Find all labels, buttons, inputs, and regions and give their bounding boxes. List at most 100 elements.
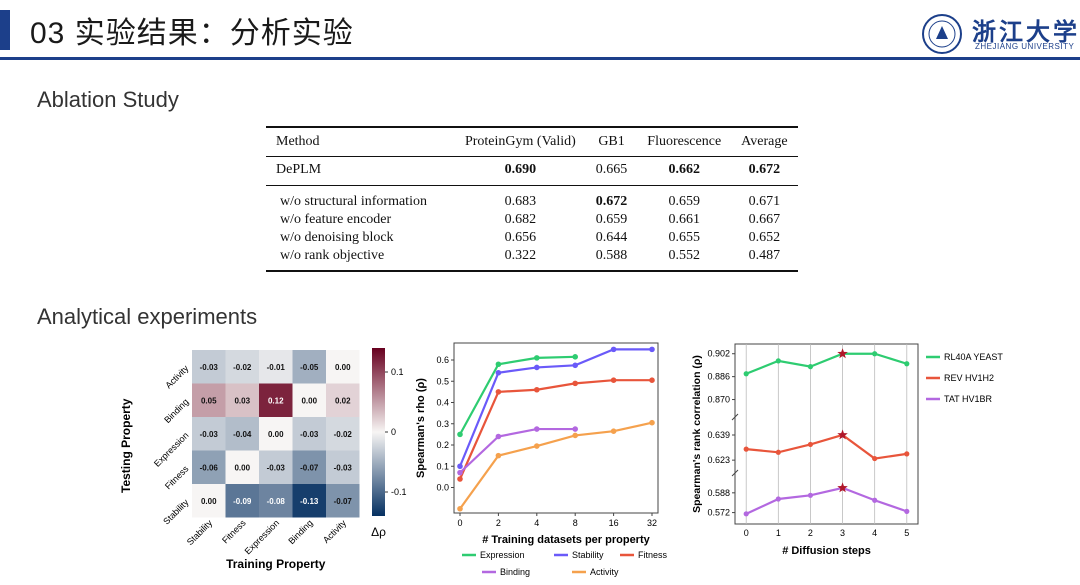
x-tick-label: 1 [776, 528, 781, 538]
legend-label: Binding [500, 567, 530, 577]
series-point [610, 428, 617, 434]
x-tick-label: Binding [286, 518, 314, 546]
heatmap-cell-label: 0.00 [301, 396, 317, 405]
heatmap-cell-label: -0.03 [334, 463, 353, 472]
value-cell: 0.662 [637, 156, 732, 186]
y-tick-label: 0.3 [436, 419, 449, 429]
colorbar-tick-label: -0.1 [391, 487, 407, 497]
heatmap-cell-label: -0.03 [300, 430, 319, 439]
heatmap-cell [225, 484, 259, 518]
method-cell: w/o denoising block [280, 230, 394, 245]
best-star-icon [837, 482, 848, 493]
heatmap-cell [259, 450, 293, 484]
series-point [572, 426, 578, 432]
value-cell: 0.690 [436, 156, 586, 186]
heatmap-cell-label: 0.03 [234, 396, 250, 405]
heatmap-cell [192, 484, 226, 518]
value-cell: 0.667 [748, 212, 781, 227]
y-axis-title: Spearman's rank correlation (ρ) [691, 355, 703, 513]
series-point [457, 463, 463, 470]
x-axis-title: Training Property [226, 557, 326, 571]
heatmap-cell-label: -0.02 [334, 430, 353, 439]
series-point [457, 505, 463, 512]
heatmap-cell-label: -0.05 [300, 363, 319, 372]
colorbar-label: Δρ [371, 525, 386, 539]
heatmap-cell [192, 383, 226, 417]
series-point [534, 355, 540, 361]
heatmap-cell-label: -0.06 [200, 463, 219, 472]
x-axis-title: # Diffusion steps [782, 545, 871, 557]
series-point [872, 497, 878, 503]
series-point [743, 446, 749, 452]
series-point [775, 449, 781, 455]
heatmap-cell-label: -0.09 [233, 497, 252, 506]
x-tick-label: 2 [808, 528, 813, 538]
colorbar-tick-label: 0 [391, 427, 396, 437]
table-row: w/o denoising block 0.656 0.644 0.655 0.… [266, 229, 798, 247]
series-point [743, 511, 749, 517]
series-point [534, 386, 540, 393]
x-tick-label: 8 [573, 518, 578, 528]
value-cell: 0.655 [668, 230, 700, 245]
series-point [572, 354, 578, 360]
value-cell: 0.552 [637, 247, 732, 272]
series-point [457, 476, 463, 482]
x-tick-label: 0 [457, 518, 462, 528]
column-header: Method [266, 126, 437, 157]
column-header: ProteinGym (Valid) [436, 126, 586, 157]
heatmap-cell-label: -0.13 [300, 497, 319, 506]
series-point [534, 364, 540, 371]
header-divider [0, 57, 1080, 60]
y-tick-label: Activity [163, 363, 191, 391]
series-point [904, 508, 910, 514]
heatmap-cell-label: 0.05 [201, 396, 217, 405]
colorbar-tick-label: 0.1 [391, 367, 404, 377]
value-cell: 0.644 [595, 230, 628, 245]
x-tick-label: Fitness [220, 517, 248, 545]
series-point [649, 419, 655, 426]
slide-title: 03 实验结果：分析实验 [30, 17, 354, 50]
method-cell: w/o feature encoder [280, 212, 392, 227]
heatmap-cell [259, 350, 293, 384]
plot-frame [734, 343, 919, 525]
x-tick-label: 2 [496, 518, 501, 528]
x-tick-label: 5 [904, 528, 909, 538]
y-tick-label: 0.1 [436, 461, 449, 471]
series-line [459, 421, 653, 510]
heatmap-cell [192, 350, 226, 384]
series-point [495, 452, 502, 459]
value-cell: 0.683 [504, 194, 537, 209]
legend-label: Activity [590, 567, 619, 577]
column-header: Average [731, 126, 798, 157]
heatmap-cell [225, 350, 259, 384]
heatmap-cell-label: -0.03 [200, 430, 219, 439]
legend-label: Stability [572, 550, 604, 560]
y-tick-label: 0.588 [707, 488, 730, 498]
series-point [495, 389, 502, 395]
series-point [534, 443, 540, 449]
heatmap-cell [225, 383, 259, 417]
column-header: Fluorescence [637, 126, 732, 157]
heatmap-cell-label: 0.12 [268, 396, 284, 405]
seal-icon [922, 14, 962, 54]
legend-label: TAT HV1BR [944, 394, 993, 404]
column-header: GB1 [585, 126, 638, 157]
heatmap-cell-label: -0.03 [200, 363, 219, 372]
heatmap-cell [292, 417, 326, 451]
heatmap-chart: -0.03 -0.02 -0.01 -0.05 0.00 0.05 0.03 0.12 0.00… [119, 348, 407, 571]
value-cell: 0.322 [436, 247, 586, 272]
value-cell: 0.672 [595, 194, 628, 209]
x-tick-label: 16 [609, 518, 619, 528]
legend-label: Fitness [638, 550, 668, 560]
y-tick-label: 0.870 [707, 395, 730, 405]
y-tick-label: 0.6 [436, 355, 449, 365]
series-line [459, 427, 576, 474]
heatmap-cell [292, 484, 326, 518]
university-name: 浙江大学 [972, 17, 1080, 46]
y-tick-label: 0.639 [707, 430, 730, 440]
heatmap-cell-label: -0.04 [233, 430, 252, 439]
series-point [807, 364, 814, 370]
legend-label: Expression [480, 550, 525, 560]
heatmap-cell [292, 383, 326, 417]
y-tick-label: 0.572 [707, 508, 730, 518]
